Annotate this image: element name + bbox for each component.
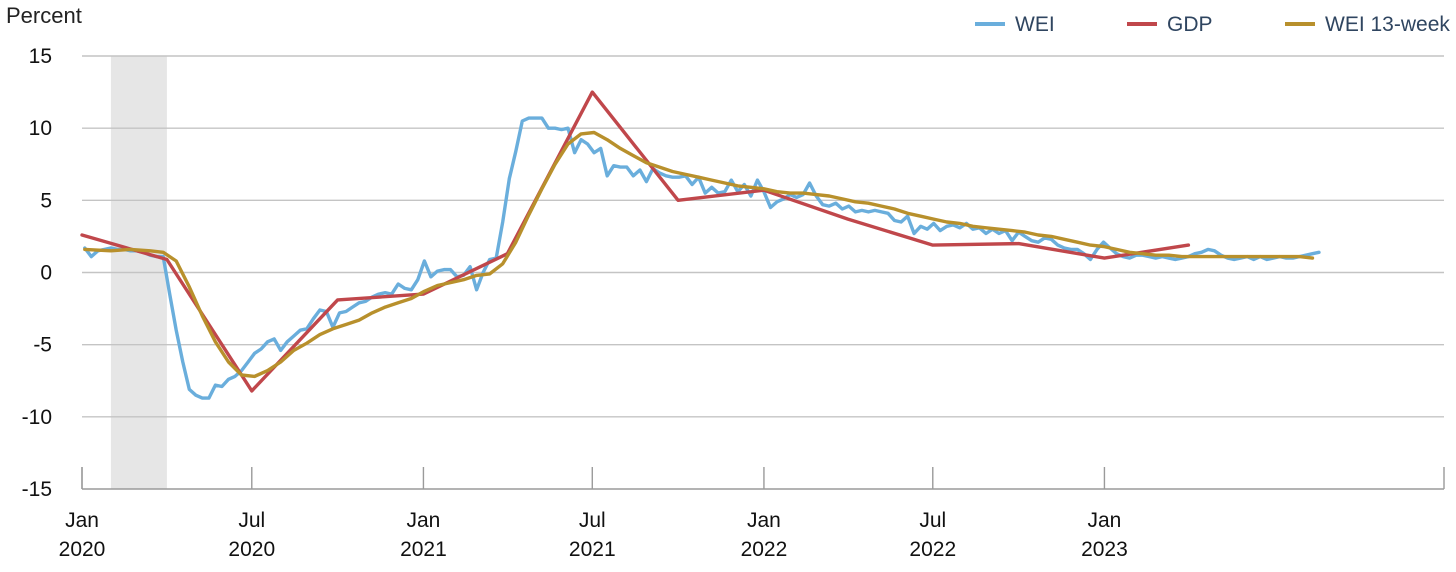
legend-item-wei-13-week: WEI 13-week xyxy=(1285,13,1450,36)
y-axis: 15 10 5 0 -5 -10 -15 xyxy=(22,45,52,501)
y-axis-title: Percent xyxy=(6,3,82,28)
y-tick-label: -5 xyxy=(33,334,52,357)
x-tick-label-month: Jan xyxy=(1088,509,1122,532)
x-tick-label-month: Jan xyxy=(747,509,781,532)
legend-item-wei: WEI xyxy=(975,13,1055,36)
y-tick-label: -10 xyxy=(22,406,52,429)
x-tick-label-year: 2021 xyxy=(400,538,447,561)
y-tick-label: 5 xyxy=(40,189,52,212)
x-axis: Jan 2020 Jul 2020 Jan 2021 Jul 2021 Jan 2022 Jul 20… xyxy=(59,467,1445,561)
x-tick-label-year: 2022 xyxy=(741,538,788,561)
x-tick-label-year: 2020 xyxy=(59,538,106,561)
legend-label: WEI xyxy=(1015,13,1055,36)
series-line-wei-13-week xyxy=(83,130,1315,379)
x-tick-label-month: Jul xyxy=(238,509,265,532)
x-tick-label-year: 2020 xyxy=(228,538,275,561)
x-tick-label-year: 2023 xyxy=(1081,538,1128,561)
series-lines xyxy=(80,90,1321,400)
y-tick-label: 15 xyxy=(29,45,52,68)
x-tick-label-month: Jul xyxy=(579,509,606,532)
series-line-gdp xyxy=(80,90,1191,393)
x-tick-label-month: Jan xyxy=(407,509,441,532)
legend-label: WEI 13-week xyxy=(1325,13,1450,36)
y-tick-label: -15 xyxy=(22,478,52,501)
x-tick-label-month: Jan xyxy=(65,509,99,532)
y-tick-label: 10 xyxy=(29,117,52,140)
legend-label: GDP xyxy=(1167,13,1213,36)
gridlines xyxy=(82,55,1444,418)
legend: WEI GDP WEI 13-week xyxy=(975,13,1450,36)
series-line-wei xyxy=(83,116,1321,400)
x-tick-label-year: 2022 xyxy=(909,538,956,561)
x-tick-label-year: 2021 xyxy=(569,538,616,561)
legend-item-gdp: GDP xyxy=(1127,13,1213,36)
x-tick-label-month: Jul xyxy=(919,509,946,532)
y-tick-label: 0 xyxy=(40,262,52,285)
